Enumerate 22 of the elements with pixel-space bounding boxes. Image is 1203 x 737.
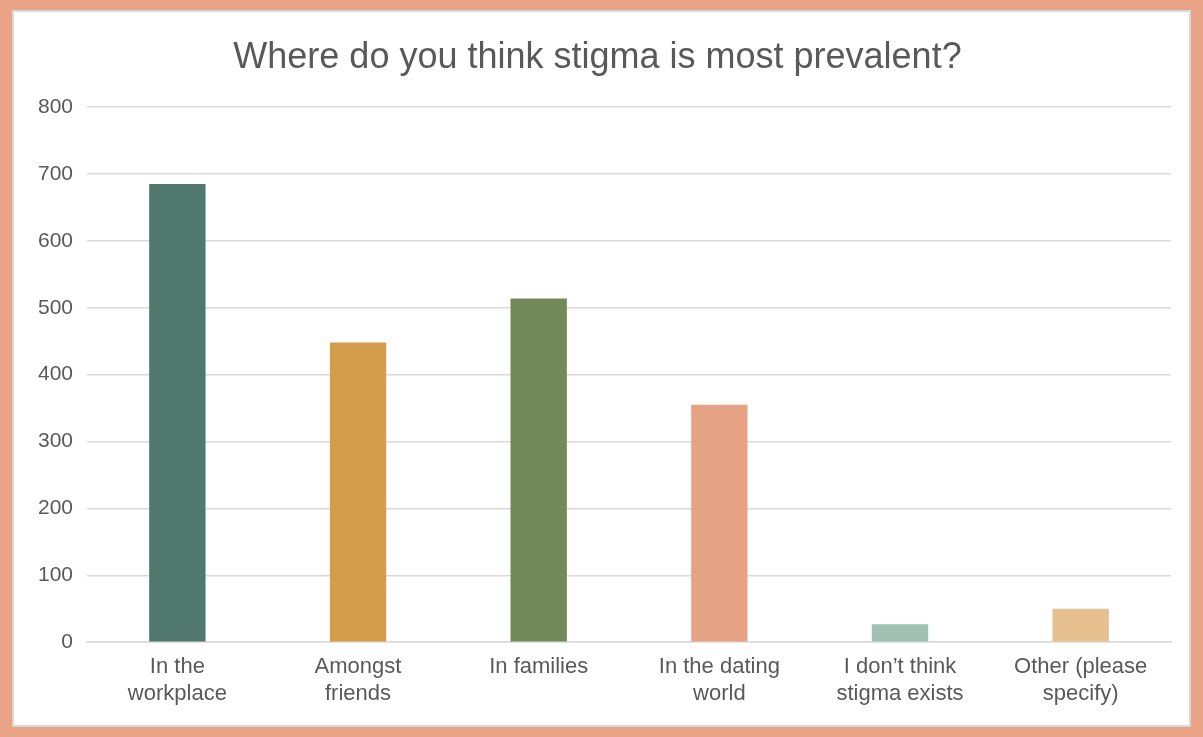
bar	[510, 298, 567, 642]
x-tick-label: In families	[489, 653, 589, 679]
chart-title: Where do you think stigma is most prevalent?	[233, 34, 962, 76]
y-tick-label: 500	[37, 294, 74, 318]
bar	[329, 342, 387, 642]
bar	[1052, 608, 1109, 642]
y-tick-label: 200	[37, 495, 74, 519]
y-tick-label: 800	[37, 94, 74, 117]
x-tick-label: I don’t think stigma exists	[836, 653, 964, 705]
x-tick-label: Amongst friends	[314, 653, 402, 705]
y-tick-label: 300	[37, 428, 74, 452]
x-tick-label: In the dating world	[658, 653, 780, 705]
y-tick-label: 600	[37, 227, 74, 251]
x-tick-label: In the workplace	[126, 653, 227, 705]
bar	[691, 404, 748, 642]
bar	[149, 184, 206, 642]
y-tick-label: 700	[37, 160, 74, 184]
y-tick-label: 100	[37, 562, 74, 586]
x-tick-label: Other (please specify)	[1014, 653, 1148, 705]
bar	[871, 624, 929, 642]
y-tick-label: 0	[61, 629, 74, 652]
y-tick-label: 400	[37, 361, 74, 385]
